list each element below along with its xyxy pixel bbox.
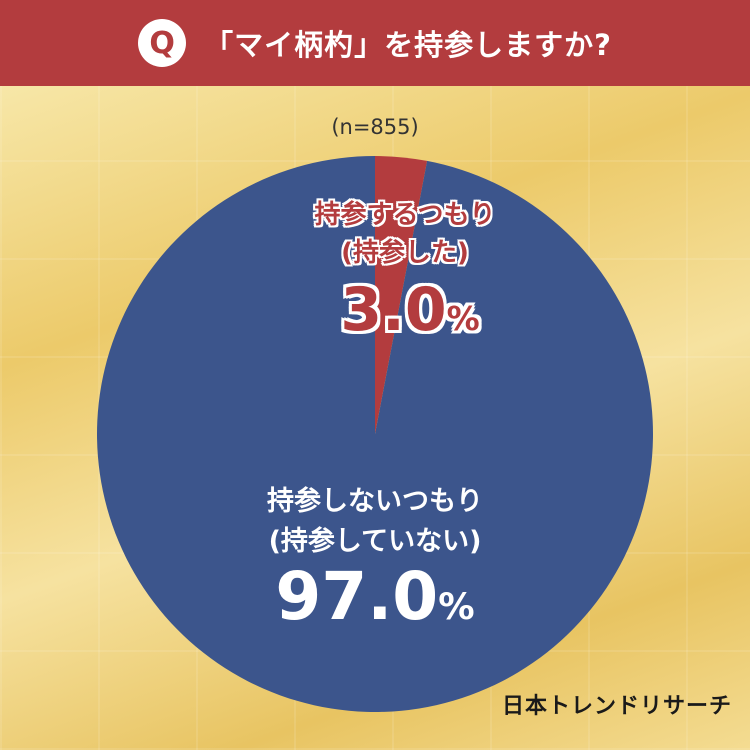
slice-label-bring: 持参するつもり (持参した): [270, 196, 540, 272]
q-badge-icon: Q: [138, 19, 187, 67]
slice-label-not-bring-main: 持参しないつもり: [267, 486, 483, 517]
pie-slice-bring: [375, 156, 428, 434]
slice-label-bring-main: 持参するつもり: [314, 200, 496, 230]
brand-logo: 日本トレンドリサーチ: [501, 694, 732, 719]
slice-label-not-bring: 持参しないつもり (持参していない): [185, 482, 565, 562]
slice-value-not-bring-unit: %: [438, 585, 475, 628]
slice-value-bring: 3.0%: [290, 274, 530, 355]
slice-label-bring-sub: (持参した): [341, 238, 469, 268]
pie-slice-not-bring: [96, 156, 653, 712]
slice-value-not-bring: 97.0%: [210, 558, 540, 646]
slice-value-not-bring-number: 97.0: [275, 558, 439, 635]
slice-label-not-bring-sub: (持参していない): [268, 526, 482, 557]
slice-value-bring-unit: %: [446, 299, 480, 338]
question-header: Q 「マイ柄杓」を持参しますか?: [0, 0, 750, 86]
question-text: 「マイ柄杓」を持参しますか?: [204, 28, 612, 62]
sample-size: (n=855): [331, 115, 419, 139]
slice-value-bring-number: 3.0: [340, 275, 447, 345]
